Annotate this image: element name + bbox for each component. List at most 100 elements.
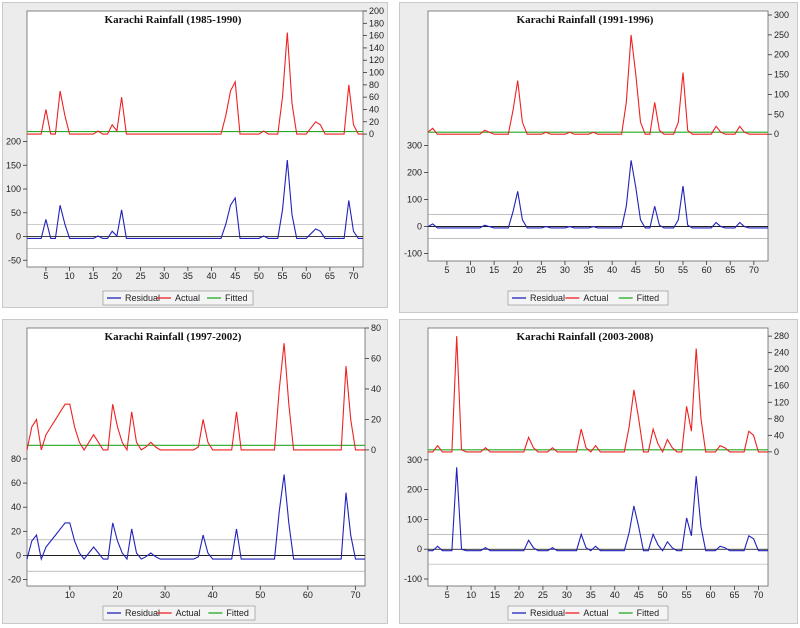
left-axis-tick-label: 200 bbox=[6, 137, 21, 147]
left-axis-tick-label: 200 bbox=[407, 485, 422, 495]
left-axis-tick-label: 80 bbox=[11, 454, 21, 464]
left-axis-tick-label: 0 bbox=[417, 544, 422, 554]
left-axis-tick-label: -100 bbox=[404, 574, 422, 584]
left-axis-tick-label: 100 bbox=[407, 195, 422, 205]
panel-1997-2002: 0 20 40 60 80 -20 0 20 40 60 80 10 20 30 40 50 60 70 Karac… bbox=[2, 319, 388, 624]
right-axis-tick-label: 200 bbox=[369, 6, 384, 16]
chart-title: Karachi Rainfall (1991-1996) bbox=[517, 14, 654, 26]
series-residual bbox=[428, 467, 768, 552]
right-axis-tick-label: 120 bbox=[369, 55, 384, 65]
left-axis-tick-label: -100 bbox=[404, 249, 422, 259]
right-axis-tick-label: 300 bbox=[774, 10, 789, 20]
legend-label-residual: Residual bbox=[530, 608, 565, 618]
left-axis-tick-label: -50 bbox=[8, 255, 21, 265]
x-axis-tick-label: 65 bbox=[729, 590, 739, 600]
left-axis-tick-label: 20 bbox=[11, 526, 21, 536]
legend-box bbox=[507, 290, 669, 306]
panel-1985-1990: 0 20 40 60 80 100 120 140 160 180 200 -50 0 50 100 150 2… bbox=[2, 2, 388, 308]
x-axis-tick-label: 5 bbox=[445, 590, 450, 600]
x-axis-tick-label: 65 bbox=[725, 265, 735, 275]
x-axis-tick-label: 45 bbox=[631, 265, 641, 275]
x-axis-tick-label: 25 bbox=[136, 271, 146, 281]
x-axis-tick-label: 30 bbox=[560, 265, 570, 275]
right-axis-tick-label: 100 bbox=[774, 89, 789, 99]
x-axis-tick-label: 20 bbox=[513, 265, 523, 275]
right-axis-tick-label: 20 bbox=[371, 414, 381, 424]
x-axis-tick-label: 5 bbox=[43, 271, 48, 281]
x-axis-tick-label: 55 bbox=[278, 271, 288, 281]
right-axis-tick-label: 80 bbox=[774, 414, 784, 424]
x-axis-tick-label: 10 bbox=[466, 590, 476, 600]
x-axis-tick-label: 50 bbox=[658, 590, 668, 600]
right-axis-tick-label: 250 bbox=[774, 30, 789, 40]
right-axis-tick-label: 80 bbox=[371, 323, 381, 333]
right-axis-tick-label: 40 bbox=[369, 104, 379, 114]
right-axis-tick-label: 150 bbox=[774, 70, 789, 80]
left-axis-tick-label: 100 bbox=[6, 184, 21, 194]
right-axis-tick-label: 0 bbox=[369, 129, 374, 139]
right-axis-tick-label: 200 bbox=[774, 364, 789, 374]
x-axis-tick-label: 55 bbox=[682, 590, 692, 600]
right-axis-tick-label: 40 bbox=[371, 384, 381, 394]
right-axis-tick-label: 0 bbox=[371, 445, 376, 455]
right-axis-tick-label: 180 bbox=[369, 18, 384, 28]
x-axis-tick-label: 70 bbox=[350, 590, 360, 600]
x-axis-tick-label: 15 bbox=[489, 265, 499, 275]
x-axis-tick-label: 30 bbox=[160, 590, 170, 600]
legend-box bbox=[102, 290, 254, 306]
left-axis-tick-label: 150 bbox=[6, 160, 21, 170]
plot-area bbox=[26, 327, 366, 587]
plot-area bbox=[427, 10, 769, 262]
x-axis-tick-label: 50 bbox=[254, 271, 264, 281]
legend-label-actual: Actual bbox=[583, 608, 608, 618]
x-axis-tick-label: 20 bbox=[112, 590, 122, 600]
right-axis-tick-label: 0 bbox=[774, 129, 779, 139]
x-axis-tick-label: 50 bbox=[654, 265, 664, 275]
x-axis-tick-label: 40 bbox=[207, 271, 217, 281]
x-axis-tick-label: 45 bbox=[230, 271, 240, 281]
chart-1985-1990: 0 20 40 60 80 100 120 140 160 180 200 -50 0 50 100 150 2… bbox=[6, 6, 384, 306]
x-axis-tick-label: 60 bbox=[702, 265, 712, 275]
chart-title: Karachi Rainfall (1985-1990) bbox=[105, 14, 242, 26]
left-axis-tick-label: 300 bbox=[407, 455, 422, 465]
x-axis-tick-label: 10 bbox=[65, 271, 75, 281]
x-axis-tick-label: 60 bbox=[301, 271, 311, 281]
series-residual bbox=[427, 160, 768, 229]
left-axis-tick-label: 40 bbox=[11, 502, 21, 512]
right-axis-tick-label: 120 bbox=[774, 397, 789, 407]
right-axis-tick-label: 200 bbox=[774, 50, 789, 60]
x-axis-tick-label: 10 bbox=[465, 265, 475, 275]
right-axis-tick-label: 40 bbox=[774, 430, 784, 440]
right-axis-tick-label: 50 bbox=[774, 109, 784, 119]
left-axis-tick-label: 50 bbox=[11, 208, 21, 218]
chart-1997-2002: 0 20 40 60 80 -20 0 20 40 60 80 10 20 30 40 50 60 70 Karac… bbox=[8, 323, 381, 621]
x-axis-tick-label: 30 bbox=[562, 590, 572, 600]
legend-label-residual: Residual bbox=[125, 608, 160, 618]
x-axis-tick-label: 15 bbox=[490, 590, 500, 600]
series-residual bbox=[27, 159, 363, 239]
x-axis-tick-label: 40 bbox=[208, 590, 218, 600]
right-axis-tick-label: 20 bbox=[369, 117, 379, 127]
x-axis-tick-label: 60 bbox=[303, 590, 313, 600]
x-axis-tick-label: 20 bbox=[112, 271, 122, 281]
left-axis-tick-label: 0 bbox=[16, 550, 21, 560]
x-axis-tick-label: 30 bbox=[159, 271, 169, 281]
x-axis-tick-label: 50 bbox=[255, 590, 265, 600]
right-axis-tick-label: 80 bbox=[369, 80, 379, 90]
right-axis-tick-label: 100 bbox=[369, 68, 384, 78]
legend-label-actual: Actual bbox=[583, 293, 608, 303]
left-axis-tick-label: -20 bbox=[8, 575, 21, 585]
right-axis-tick-label: 160 bbox=[774, 381, 789, 391]
x-axis-tick-label: 40 bbox=[607, 265, 617, 275]
x-axis-tick-label: 10 bbox=[65, 590, 75, 600]
chart-title: Karachi Rainfall (1997-2002) bbox=[105, 331, 242, 343]
x-axis-tick-label: 65 bbox=[325, 271, 335, 281]
legend-label-fitted: Fitted bbox=[637, 608, 660, 618]
right-axis-tick-label: 60 bbox=[371, 353, 381, 363]
left-axis-tick-label: 200 bbox=[407, 167, 422, 177]
legend-box bbox=[102, 605, 256, 621]
x-axis-tick-label: 55 bbox=[678, 265, 688, 275]
left-axis-tick-label: 0 bbox=[16, 232, 21, 242]
panel-2003-2008: 0 40 80 120 160 200 240 280 -100 0 100 200 300 5 10 15 2… bbox=[399, 319, 798, 624]
x-axis-tick-label: 25 bbox=[536, 265, 546, 275]
